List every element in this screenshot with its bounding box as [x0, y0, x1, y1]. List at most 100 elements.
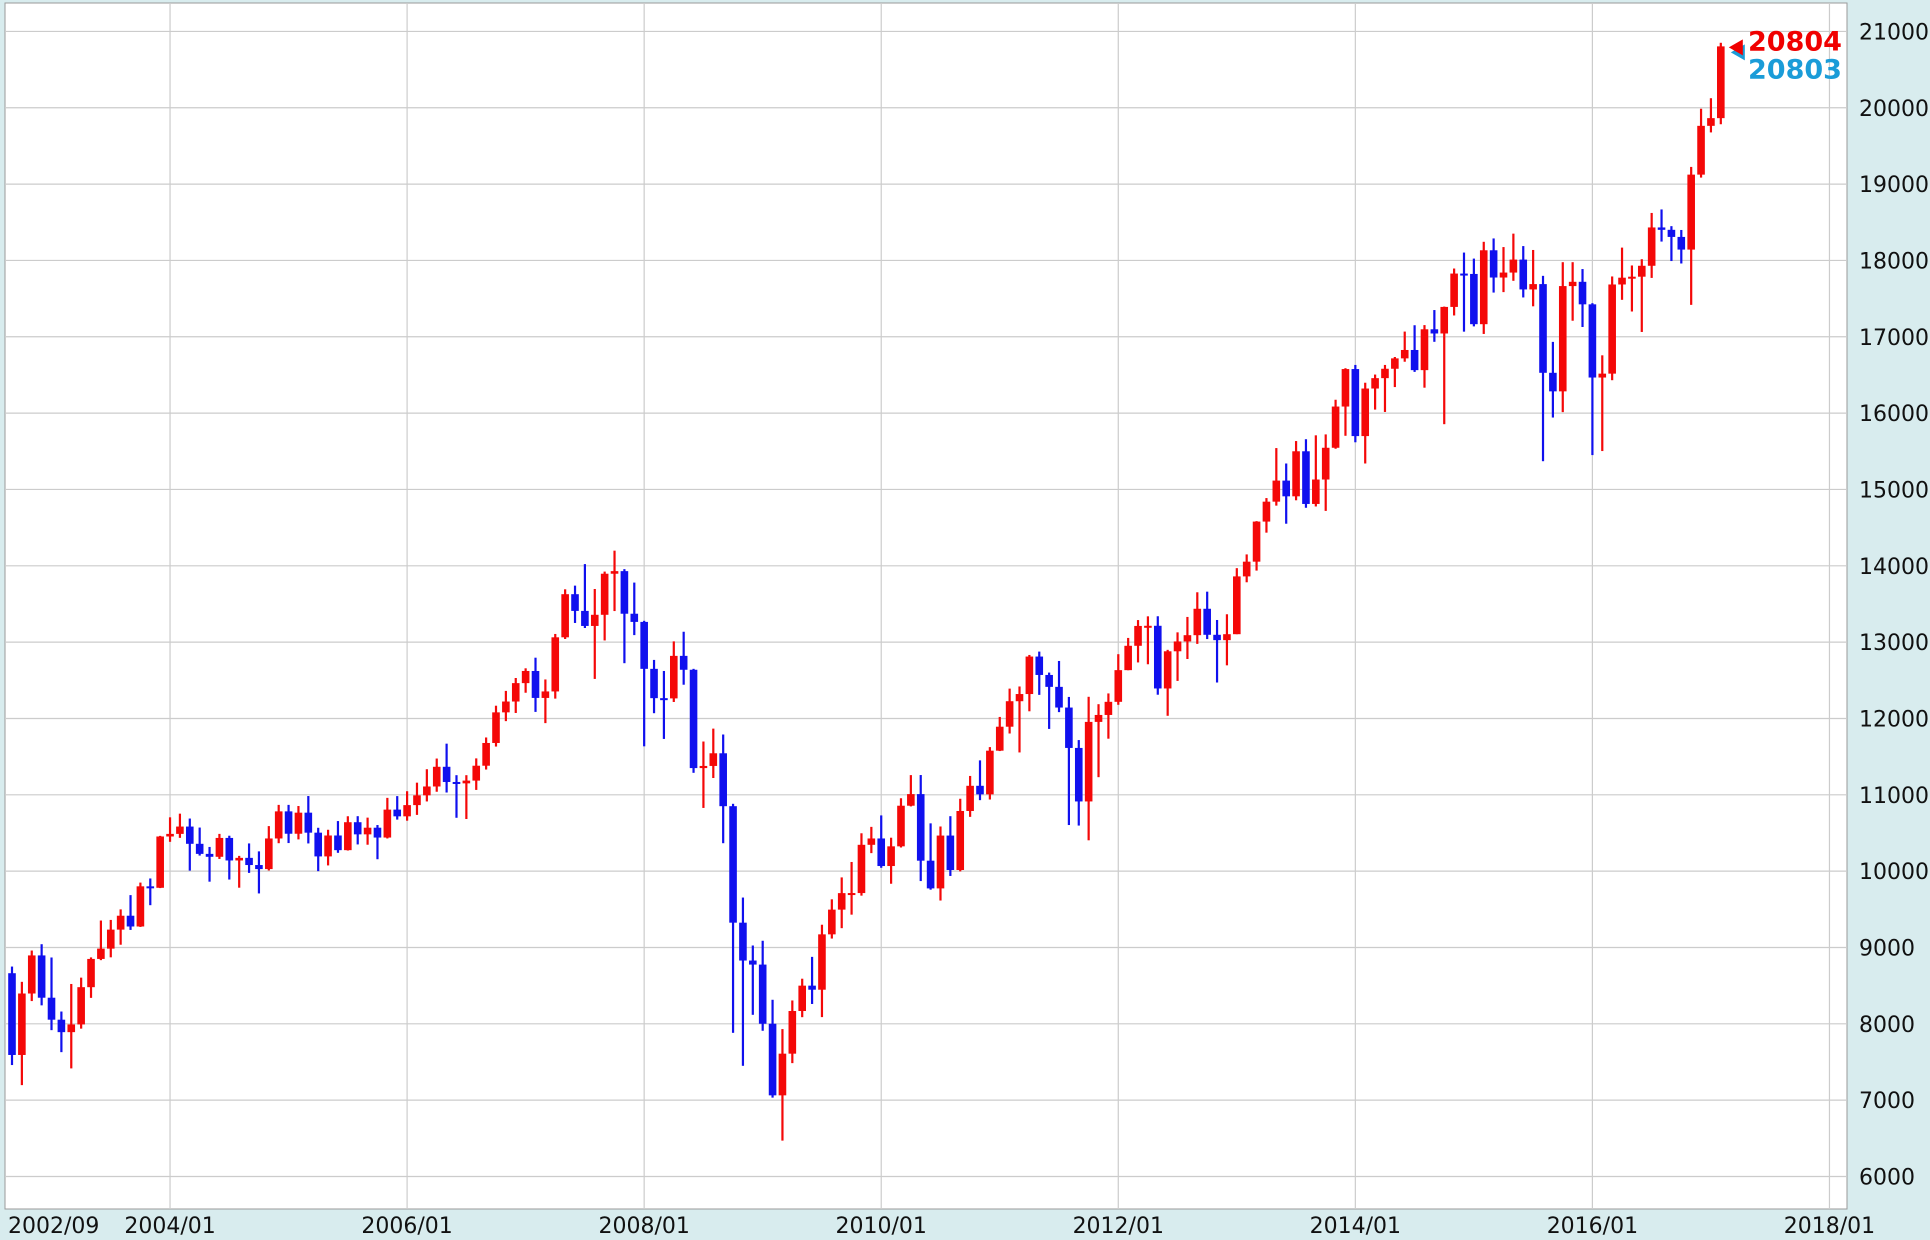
candle: [304, 796, 313, 844]
candle-body: [1519, 259, 1528, 290]
candle-body: [1074, 747, 1083, 802]
candle-body: [936, 835, 945, 889]
candle: [176, 813, 184, 838]
candle-body: [47, 997, 56, 1020]
candle: [1094, 704, 1103, 778]
x-axis-label: 2002/09: [8, 1214, 99, 1239]
candle-body: [1618, 277, 1626, 285]
candle-body: [1400, 349, 1409, 359]
candle-body: [235, 857, 243, 861]
candle: [1539, 275, 1547, 462]
candle: [630, 582, 639, 636]
candle: [976, 760, 984, 801]
candle-body: [867, 838, 876, 845]
candle: [1183, 616, 1192, 659]
candle-body: [1351, 369, 1360, 437]
candle: [413, 782, 421, 815]
candle: [1163, 649, 1172, 716]
candle-body: [472, 765, 481, 781]
candle-wick: [741, 897, 745, 1066]
candle: [660, 670, 668, 739]
candle-wick: [465, 775, 468, 820]
primary-price-marker-icon: [1728, 39, 1743, 56]
candle: [274, 804, 283, 844]
candle-wick: [1107, 693, 1110, 739]
candle: [986, 747, 994, 800]
candle: [185, 818, 194, 871]
candle-body: [1420, 329, 1429, 371]
x-axis-label: 2004/01: [124, 1214, 215, 1239]
candle: [610, 550, 619, 612]
candle-body: [432, 766, 441, 787]
y-axis-label: 13000: [1859, 631, 1929, 656]
candle: [571, 585, 579, 623]
y-axis-label: 12000: [1859, 707, 1929, 732]
candle-wick: [1670, 226, 1673, 262]
candle-body: [1321, 447, 1330, 480]
candle-wick: [1275, 448, 1278, 506]
candle-body: [1144, 625, 1152, 628]
candle: [18, 981, 26, 1086]
candle-body: [1707, 118, 1715, 126]
candle: [1519, 246, 1528, 298]
candle: [837, 877, 846, 929]
candle: [97, 920, 105, 961]
candle: [353, 816, 362, 845]
candle: [907, 775, 915, 807]
candle-body: [719, 753, 727, 807]
candle-body: [788, 1010, 797, 1054]
candle-body: [699, 765, 708, 769]
candle-body: [57, 1019, 66, 1033]
candle: [1065, 696, 1073, 826]
candle-body: [1637, 265, 1646, 277]
candle-body: [294, 812, 303, 834]
candle: [1035, 651, 1044, 695]
candle-wick: [1433, 310, 1436, 342]
candle-body: [37, 955, 46, 998]
candle-wick: [1571, 262, 1574, 321]
candle: [136, 882, 145, 927]
candle-wick: [425, 769, 428, 802]
candle: [1223, 614, 1231, 666]
candle-body: [590, 614, 599, 626]
candle-body: [729, 806, 737, 923]
candle-body: [689, 669, 698, 769]
candle: [1707, 98, 1715, 133]
candle-body: [344, 822, 352, 851]
candle: [1055, 660, 1063, 713]
candle: [492, 705, 500, 747]
candle: [77, 977, 85, 1029]
candle-wick: [929, 823, 932, 890]
candle: [1144, 616, 1152, 665]
candle: [926, 823, 935, 890]
candle-body: [413, 795, 421, 806]
candle-body: [482, 742, 490, 766]
candle: [679, 631, 688, 685]
candle-body: [1114, 670, 1123, 702]
candle-body: [966, 785, 974, 811]
candle: [452, 775, 461, 818]
candle-body: [1055, 686, 1063, 708]
candle-body: [1163, 651, 1172, 689]
candle: [1677, 229, 1686, 264]
candle-wick: [1630, 265, 1634, 312]
candle-body: [116, 915, 125, 930]
y-axis-label: 6000: [1859, 1166, 1915, 1191]
candle: [1440, 306, 1449, 425]
candle: [1015, 686, 1024, 753]
candle-body: [452, 781, 461, 784]
candle: [166, 817, 174, 842]
candle-wick: [149, 878, 152, 906]
candle-body: [1558, 286, 1567, 392]
candle: [1351, 364, 1360, 443]
candle: [383, 797, 392, 839]
candle-body: [1430, 329, 1439, 334]
candle: [521, 668, 530, 693]
candle: [195, 827, 204, 856]
candle-body: [610, 571, 619, 574]
candle: [1391, 357, 1399, 388]
candle-wick: [1057, 660, 1061, 713]
candle-body: [245, 857, 253, 866]
